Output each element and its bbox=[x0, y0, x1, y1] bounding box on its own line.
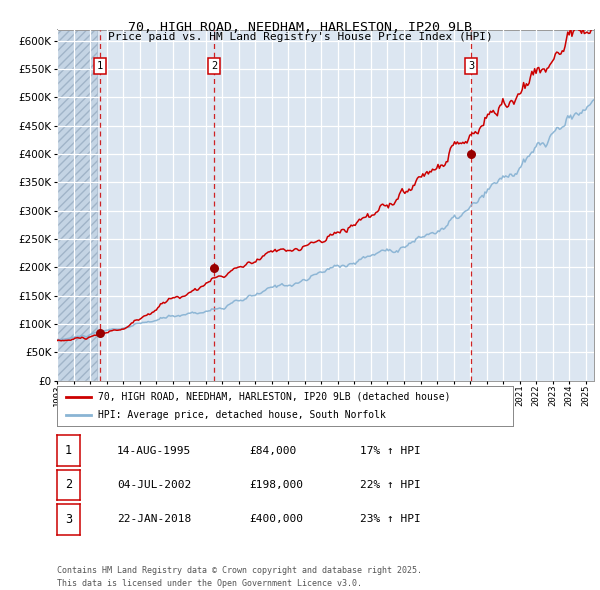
Text: 14-AUG-1995: 14-AUG-1995 bbox=[117, 446, 191, 455]
Text: £84,000: £84,000 bbox=[249, 446, 296, 455]
Text: Price paid vs. HM Land Registry's House Price Index (HPI): Price paid vs. HM Land Registry's House … bbox=[107, 32, 493, 42]
Text: 2: 2 bbox=[211, 61, 217, 71]
Text: £198,000: £198,000 bbox=[249, 480, 303, 490]
Text: 1: 1 bbox=[97, 61, 103, 71]
Text: 22-JAN-2018: 22-JAN-2018 bbox=[117, 514, 191, 524]
Text: 3: 3 bbox=[65, 513, 72, 526]
Text: HPI: Average price, detached house, South Norfolk: HPI: Average price, detached house, Sout… bbox=[98, 410, 386, 420]
Text: 2: 2 bbox=[65, 478, 72, 491]
Text: Contains HM Land Registry data © Crown copyright and database right 2025.
This d: Contains HM Land Registry data © Crown c… bbox=[57, 566, 422, 588]
Text: £400,000: £400,000 bbox=[249, 514, 303, 524]
Text: 22% ↑ HPI: 22% ↑ HPI bbox=[360, 480, 421, 490]
Text: 3: 3 bbox=[468, 61, 474, 71]
Text: 17% ↑ HPI: 17% ↑ HPI bbox=[360, 446, 421, 455]
Text: 23% ↑ HPI: 23% ↑ HPI bbox=[360, 514, 421, 524]
Text: 70, HIGH ROAD, NEEDHAM, HARLESTON, IP20 9LB (detached house): 70, HIGH ROAD, NEEDHAM, HARLESTON, IP20 … bbox=[98, 392, 451, 402]
Text: 1: 1 bbox=[65, 444, 72, 457]
Text: 04-JUL-2002: 04-JUL-2002 bbox=[117, 480, 191, 490]
Text: 70, HIGH ROAD, NEEDHAM, HARLESTON, IP20 9LB: 70, HIGH ROAD, NEEDHAM, HARLESTON, IP20 … bbox=[128, 21, 472, 34]
